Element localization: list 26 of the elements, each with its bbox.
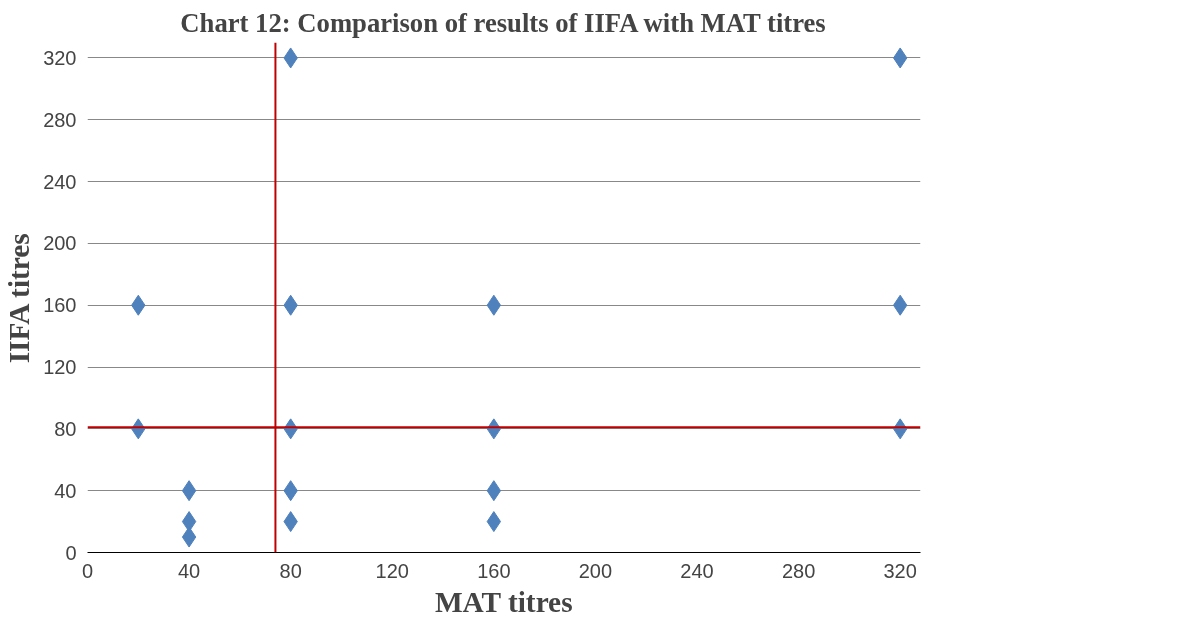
x-tick-label: 320	[883, 559, 917, 582]
y-tick-label: 80	[54, 417, 77, 440]
y-tick-label: 0	[65, 541, 77, 564]
x-tick-label: 240	[680, 559, 714, 582]
y-tick-label: 200	[43, 232, 77, 255]
x-tick-label: 160	[477, 559, 511, 582]
y-axis-title: IIFA titres	[3, 233, 36, 364]
point	[181, 480, 197, 502]
y-tick-label: 120	[43, 356, 77, 379]
y-tick-label: 240	[43, 170, 77, 193]
x-tick-label: 40	[177, 559, 201, 582]
point	[486, 294, 502, 316]
x-tick-label: 280	[781, 559, 816, 582]
chart-title: Chart 12: Comparison of results of IIFA with MAT titres	[180, 7, 826, 38]
point	[486, 480, 502, 502]
y-tick-label: 280	[43, 108, 77, 131]
x-tick-label: 120	[375, 559, 409, 582]
x-axis-title: MAT titres	[434, 585, 573, 618]
y-tick-label: 40	[54, 479, 77, 502]
x-tick-label: 200	[578, 559, 613, 582]
y-tick-label: 160	[43, 294, 77, 317]
x-tick-label: 0	[81, 559, 94, 582]
point	[181, 526, 197, 548]
point	[486, 511, 502, 533]
x-tick-label: 80	[279, 559, 302, 582]
y-tick-label: 320	[43, 46, 77, 69]
